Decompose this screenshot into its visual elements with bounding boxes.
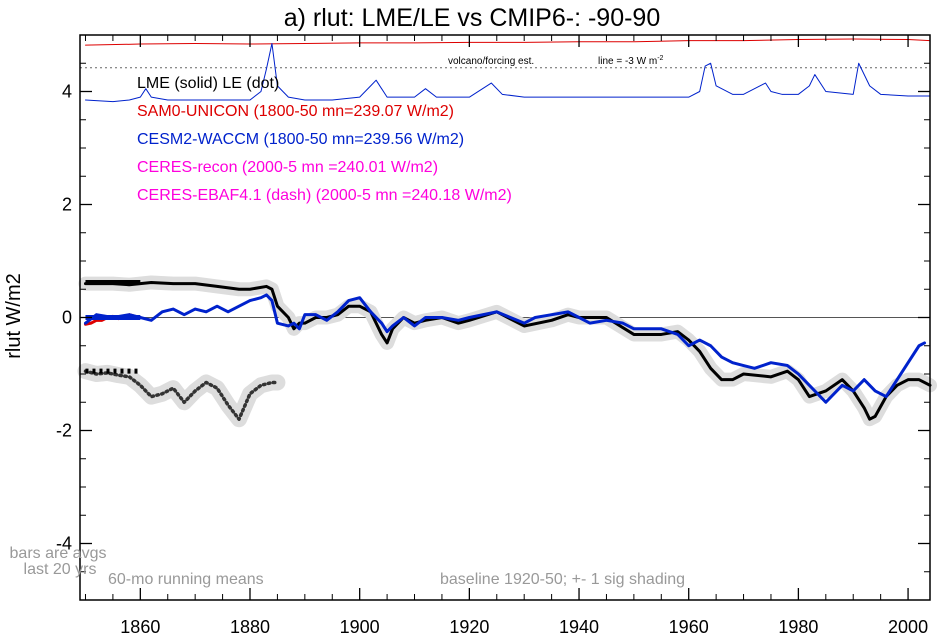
y-tick-label: -4	[56, 534, 72, 554]
x-tick-label: 1860	[120, 617, 160, 637]
y-axis-label: rlut W/m2	[3, 273, 25, 359]
series-lme-line	[83, 280, 932, 421]
x-tick-label: 1980	[778, 617, 818, 637]
legend-entry-ceres-ebaf: CERES-EBAF4.1 (dash) (2000-5 mn =240.18 …	[137, 187, 512, 204]
y-tick-label: 2	[62, 195, 72, 215]
series-sam0-unicon-forcing-line	[84, 38, 931, 46]
series-cesm2-waccm-forcing-line	[84, 42, 931, 103]
chart-title: a) rlut: LME/LE vs CMIP6-: -90-90	[284, 4, 661, 32]
line-scale-superscript: -2	[657, 55, 663, 62]
series-le-dotted-line	[83, 369, 280, 421]
bars-note-line2: last 20 yrs	[24, 561, 97, 578]
bars-note-line1: bars are avgs	[10, 545, 107, 562]
y-tick-label: 4	[62, 82, 72, 102]
y-axis: -4 -2 0 2 4	[56, 34, 930, 601]
y-tick-label: -2	[56, 421, 72, 441]
legend-entry-sam0-unicon: SAM0-UNICON (1800-50 mn=239.07 W/m2)	[137, 103, 454, 120]
plot-area	[77, 38, 937, 428]
running-mean-note: 60-mo running means	[108, 571, 264, 588]
legend: LME (solid) LE (dot) SAM0-UNICON (1800-5…	[137, 75, 512, 204]
x-tick-label: 1920	[449, 617, 489, 637]
x-tick-label: 2000	[888, 617, 928, 637]
legend-entry-cesm2-waccm: CESM2-WACCM (1800-50 mn=239.56 W/m2)	[137, 131, 464, 148]
x-axis: 1860 1880 1900 1920 1940 1960 1980 2000	[84, 35, 928, 637]
series-cesm2-waccm-line	[83, 293, 927, 404]
line-scale-text: line = -3 W m	[598, 56, 657, 67]
baseline-note: baseline 1920-50; +- 1 sig shading	[440, 571, 685, 588]
x-tick-label: 1900	[340, 617, 380, 637]
lme-sigma-shading	[78, 275, 937, 427]
y-tick-label: 0	[62, 308, 72, 328]
x-tick-label: 1940	[559, 617, 599, 637]
x-tick-label: 1960	[669, 617, 709, 637]
x-tick-label: 1880	[230, 617, 270, 637]
volcano-label: volcano/forcing est.	[448, 56, 534, 67]
legend-entry-ceres-recon: CERES-recon (2000-5 mn =240.01 W/m2)	[137, 159, 438, 176]
legend-entry-lme-le: LME (solid) LE (dot)	[137, 75, 279, 92]
line-scale-label: line = -3 W m-2	[598, 55, 664, 67]
